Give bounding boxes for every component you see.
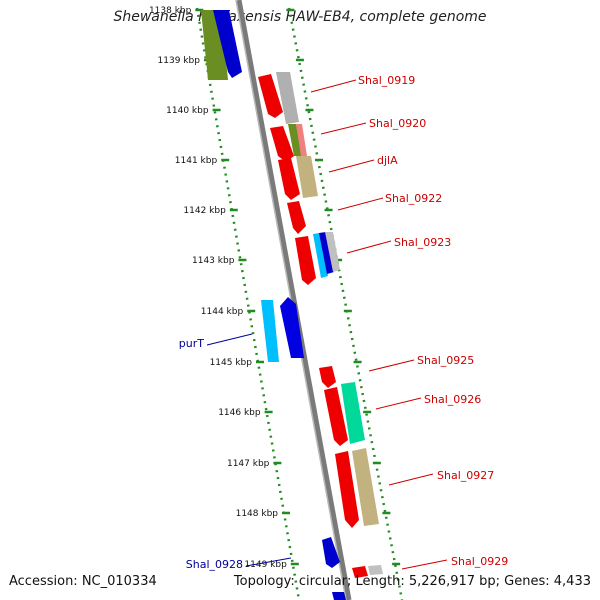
gene-block-cyan xyxy=(261,300,279,362)
gene-block-pink xyxy=(296,124,307,156)
gene-label[interactable]: Shal_0927 xyxy=(437,469,494,482)
gene-block-blue-2 xyxy=(319,232,334,274)
shal0928-gene-arrow xyxy=(322,537,340,568)
gene-label-leader xyxy=(320,122,367,135)
gene-label[interactable]: Shal_0926 xyxy=(424,393,481,406)
gene-label-leader xyxy=(337,197,384,211)
gene-label[interactable]: djlA xyxy=(377,154,398,167)
gene-label[interactable]: Shal_0922 xyxy=(385,192,442,205)
gene-label[interactable]: Shal_0925 xyxy=(417,354,474,367)
shal0920-gene-arrow xyxy=(270,126,294,162)
forward-ruler-line xyxy=(287,7,404,600)
ruler-tick-label: 1142 kbp xyxy=(183,206,226,216)
gene-label[interactable]: Shal_0920 xyxy=(369,117,426,130)
gene-block-khaki-2 xyxy=(352,448,379,526)
gene-label-leader xyxy=(310,79,357,93)
genome-backbone xyxy=(236,0,352,600)
shal0926-gene-arrow xyxy=(324,387,348,446)
ruler-tick-label: 1140 kbp xyxy=(166,106,209,116)
shal0919-gene-arrow xyxy=(258,74,283,118)
gene-label[interactable]: purT xyxy=(179,337,204,350)
gene-block-cyan-2 xyxy=(313,233,328,278)
ruler-tick-label: 1143 kbp xyxy=(192,256,235,266)
gene-block-blue xyxy=(213,10,242,78)
gene-label-leader xyxy=(346,240,392,254)
gene-label-leader xyxy=(401,559,448,570)
ruler-tick-label: 1146 kbp xyxy=(218,408,261,418)
gene-block-khaki xyxy=(296,156,318,198)
gene-label[interactable]: Shal_0919 xyxy=(358,74,415,87)
gene-label-leader xyxy=(375,397,422,410)
gene-block-grey xyxy=(276,72,299,124)
ruler-tick-label: 1141 kbp xyxy=(175,156,218,166)
ruler-tick-label: 1147 kbp xyxy=(227,459,270,469)
gene-block-green-2 xyxy=(341,382,365,444)
djlA-gene-arrow xyxy=(278,158,300,200)
gene-block-grey-2 xyxy=(325,232,340,272)
gene-label-leader xyxy=(245,557,292,567)
gene-label-leader xyxy=(206,333,253,346)
gene-label[interactable]: Shal_0928 xyxy=(186,558,243,571)
ruler-tick-label: 1148 kbp xyxy=(236,509,279,519)
purT-gene-arrow xyxy=(280,297,304,358)
shal0925-gene-arrow xyxy=(319,366,336,388)
ruler-tick-label: 1145 kbp xyxy=(210,358,253,368)
gene-block-bottom xyxy=(332,592,346,600)
gene-label-leader xyxy=(368,359,415,372)
shal0929-gene-arrow xyxy=(352,566,368,578)
shal0927-gene-arrow xyxy=(335,451,359,528)
ruler-tick-label: 1149 kbp xyxy=(244,560,287,570)
ruler-tick-label: 1138 kbp xyxy=(149,6,192,16)
gene-label[interactable]: Shal_0923 xyxy=(394,236,451,249)
gene-block-green xyxy=(288,124,302,156)
ruler-tick-label: 1144 kbp xyxy=(201,307,244,317)
shal0922-gene-arrow xyxy=(287,201,306,234)
gene-label-leader xyxy=(388,473,434,486)
gene-block-grey-3 xyxy=(368,565,383,575)
genome-summary-text: Topology: circular; Length: 5,226,917 bp… xyxy=(233,574,591,589)
accession-text: Accession: NC_010334 xyxy=(9,574,157,589)
shal0923-gene-arrow xyxy=(295,236,316,285)
gene-label[interactable]: Shal_0929 xyxy=(451,555,508,568)
gene-label-leader xyxy=(328,159,375,173)
ruler-tick-label: 1139 kbp xyxy=(158,56,201,66)
